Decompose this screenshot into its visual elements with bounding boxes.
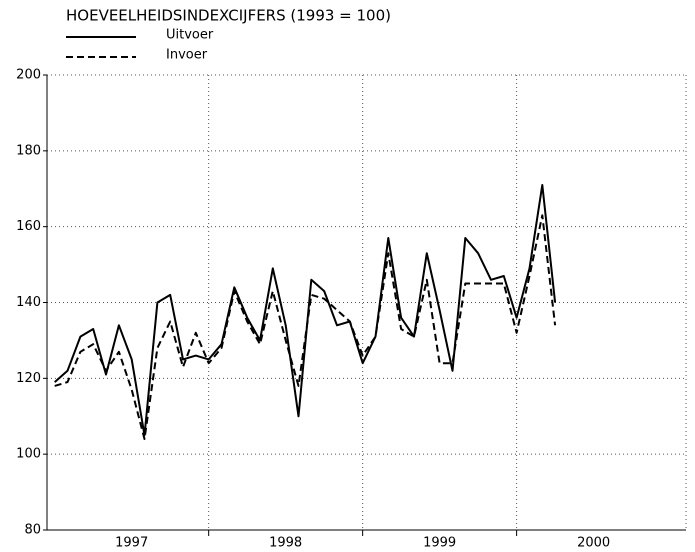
y-tick-label: 180 [16,143,41,158]
series-line [54,184,557,437]
chart-title: HOEVEELHEIDSINDEXCIJFERS (1993 = 100) [66,7,391,25]
legend-label: Uitvoer [166,28,214,43]
y-tick-label: 80 [24,523,41,538]
series-line [54,214,557,440]
x-tick-label: 1997 [115,536,148,551]
y-tick-label: 120 [16,371,41,386]
legend-label: Invoer [166,48,208,63]
x-tick-label: 2000 [577,536,610,551]
x-tick-label: 1999 [423,536,456,551]
y-tick-label: 200 [16,68,41,83]
y-tick-label: 140 [16,295,41,310]
x-tick-label: 1998 [269,536,302,551]
y-tick-label: 160 [16,219,41,234]
y-tick-label: 100 [16,447,41,462]
